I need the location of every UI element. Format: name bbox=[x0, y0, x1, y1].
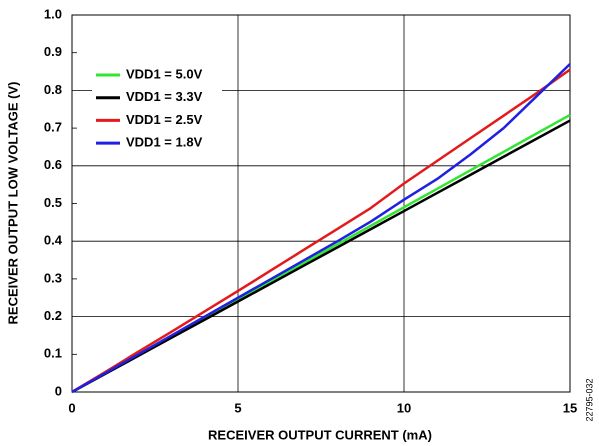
x-tick-label: 5 bbox=[234, 400, 241, 415]
y-tick-label: 1.0 bbox=[44, 6, 62, 21]
side-note: 22795-032 bbox=[584, 378, 594, 421]
legend-bg bbox=[92, 65, 222, 85]
y-tick-label: 0.1 bbox=[44, 346, 62, 361]
line-series bbox=[71, 63, 571, 394]
legend-label: VDD1 = 3.3V bbox=[126, 89, 203, 104]
y-tick-label: 0.4 bbox=[44, 233, 63, 248]
legend-bg bbox=[92, 110, 222, 131]
y-axis-label: RECEIVER OUTPUT LOW VOLTAGE (V) bbox=[5, 82, 20, 325]
y-tick-label: 0.3 bbox=[44, 270, 62, 285]
y-tick-label: 0 bbox=[55, 383, 62, 398]
y-tick-label: 0.2 bbox=[44, 308, 62, 323]
legend-bg bbox=[92, 133, 222, 154]
legend-bg bbox=[92, 87, 222, 108]
line-series bbox=[71, 119, 571, 394]
legend-label: VDD1 = 1.8V bbox=[126, 135, 203, 150]
x-tick-label: 0 bbox=[68, 400, 75, 415]
y-tick-label: 0.9 bbox=[44, 44, 62, 59]
legend-label: VDD1 = 5.0V bbox=[126, 66, 203, 81]
x-axis-label: RECEIVER OUTPUT CURRENT (mA) bbox=[208, 427, 432, 442]
line-series bbox=[71, 68, 571, 394]
y-tick-label: 0.5 bbox=[44, 195, 62, 210]
y-tick-label: 0.8 bbox=[44, 82, 62, 97]
x-tick-label: 10 bbox=[397, 400, 411, 415]
legend-label: VDD1 = 2.5V bbox=[126, 112, 203, 127]
x-tick-label: 15 bbox=[563, 400, 577, 415]
plot-frame bbox=[71, 14, 571, 393]
y-tick-label: 0.7 bbox=[44, 120, 62, 135]
y-tick-label: 0.6 bbox=[44, 157, 62, 172]
